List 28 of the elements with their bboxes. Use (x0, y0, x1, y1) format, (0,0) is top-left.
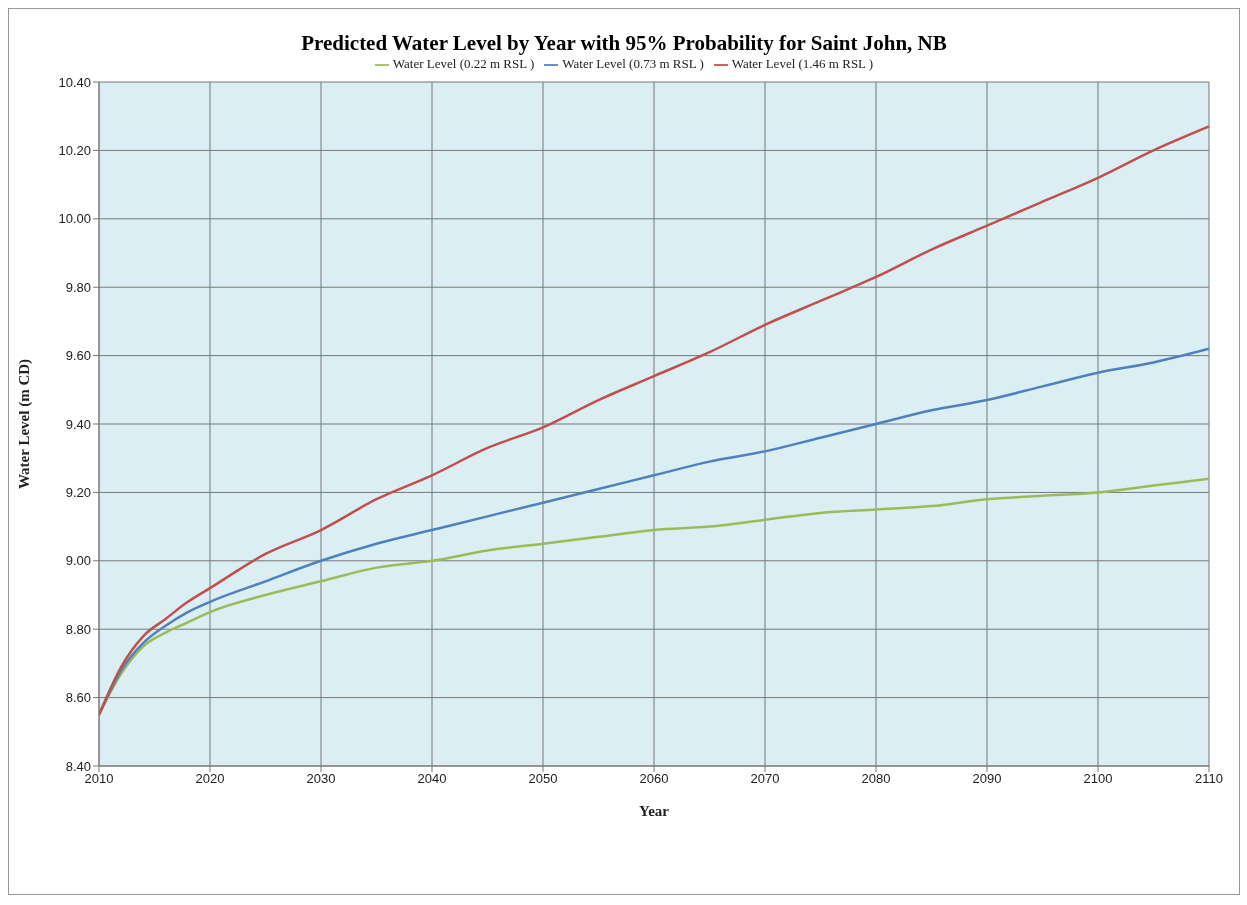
y-tick-label: 8.40 (65, 758, 91, 774)
legend-label: Water Level (0.22 m RSL ) (392, 56, 535, 71)
x-tick-label: 2010 (84, 771, 114, 787)
y-tick-label: 9.00 (65, 553, 91, 569)
x-tick-label: 2020 (195, 771, 225, 787)
y-tick-label: 9.80 (65, 279, 91, 295)
y-tick-label: 9.20 (65, 485, 91, 501)
x-tick-label: 2110 (1195, 771, 1223, 787)
x-tick-label: 2100 (1083, 771, 1113, 787)
y-tick-label: 9.60 (65, 348, 91, 364)
y-tick-label: 8.80 (65, 621, 91, 637)
x-tick-label: 2070 (750, 771, 780, 787)
y-tick-label: 9.40 (65, 416, 91, 432)
y-tick-label: 10.00 (58, 211, 91, 227)
x-tick-label: 2090 (972, 771, 1002, 787)
x-tick-label: 2080 (861, 771, 891, 787)
y-axis-title: Water Level (m CD) (16, 358, 34, 490)
y-tick-label: 10.20 (58, 143, 91, 159)
x-axis-title: Year (639, 803, 670, 819)
x-tick-label: 2040 (417, 771, 447, 787)
legend-label: Water Level (1.46 m RSL ) (731, 56, 874, 71)
y-tick-label: 10.40 (58, 74, 91, 90)
y-tick-label: 8.60 (65, 690, 91, 706)
x-tick-label: 2060 (639, 771, 669, 787)
legend-label: Water Level (0.73 m RSL ) (562, 56, 704, 71)
x-tick-label: 2030 (306, 771, 336, 787)
x-tick-label: 2050 (528, 771, 558, 787)
chart-title: Predicted Water Level by Year with 95% Probability for Saint John, NB (300, 31, 948, 56)
